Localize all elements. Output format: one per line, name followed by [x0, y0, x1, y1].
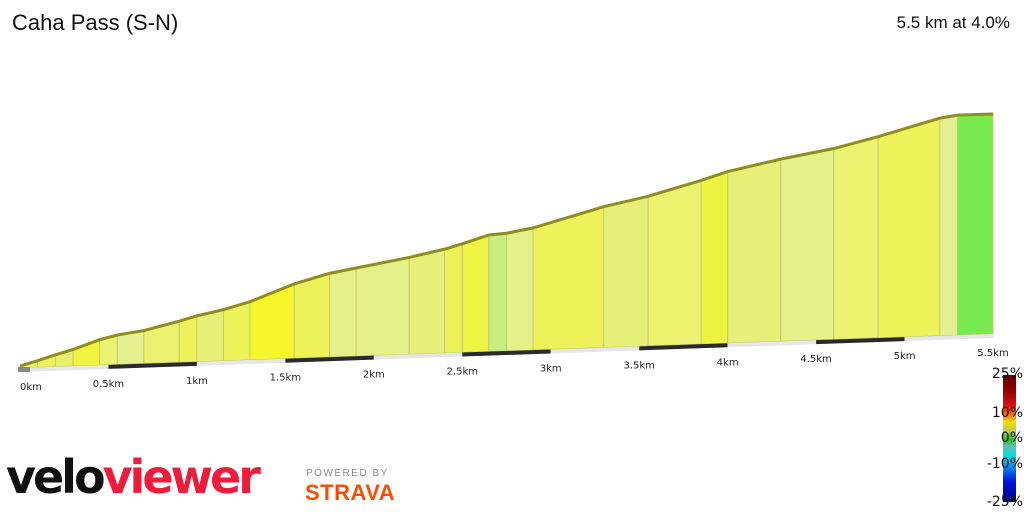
gradient-segment — [647, 179, 702, 347]
gradient-segment — [143, 320, 180, 365]
distance-band — [108, 361, 197, 369]
legend-label-neg10: -10% — [986, 456, 1023, 472]
distance-tick-label: 4.5km — [800, 354, 831, 365]
gradient-segments — [19, 113, 994, 369]
distance-band — [816, 337, 905, 345]
distance-band — [20, 364, 109, 372]
distance-band — [285, 355, 374, 363]
distance-tick-label: 1.5km — [270, 373, 301, 384]
distance-tick-label: 2km — [363, 370, 385, 381]
veloviewer-logo[interactable]: veloviewer — [6, 450, 261, 504]
gradient-segment — [408, 248, 446, 355]
logo-viewer: viewer — [102, 450, 261, 504]
gradient-segment — [780, 147, 835, 342]
distance-band — [550, 346, 640, 354]
legend-label-min: -25% — [986, 494, 1023, 510]
distance-tick-label: 0km — [20, 382, 42, 393]
distance-tick-label: 1km — [186, 376, 208, 387]
gradient-segment — [603, 195, 649, 349]
distance-band — [462, 349, 551, 357]
distance-tick-label: 5km — [894, 351, 916, 362]
gradient-segment — [939, 114, 959, 337]
gradient-segment — [355, 256, 410, 357]
legend-label-max: 25% — [991, 366, 1023, 382]
gradient-segment — [461, 234, 490, 354]
logo-velo: velo — [6, 450, 106, 504]
gradient-segment — [196, 309, 224, 363]
strava-logo[interactable]: STRAVA — [305, 480, 396, 505]
climb-summary: 5.5 km at 4.0% — [896, 13, 1010, 32]
gradient-segment — [957, 113, 994, 336]
gradient-segment — [293, 272, 331, 359]
distance-band — [196, 358, 286, 366]
gradient-color-scale — [1003, 375, 1016, 502]
distance-tick-label: 3.5km — [623, 360, 654, 371]
legend-label-0: 0% — [1000, 430, 1023, 446]
gradient-segment — [488, 232, 507, 353]
gradient-segment — [249, 283, 295, 361]
gradient-segment — [506, 227, 534, 352]
distance-tick-labels: 0km 0.5km 1km 1.5km 2km 2.5km 3km 3.5km 4km 4.5km… — [20, 348, 1009, 393]
gradient-segment — [222, 300, 251, 362]
gradient-segment — [700, 170, 729, 345]
distance-axis — [18, 334, 993, 372]
distance-band — [639, 343, 728, 351]
gradient-segment — [444, 243, 463, 354]
distance-tick-label: 2.5km — [447, 367, 478, 378]
legend-label-10: 10% — [991, 405, 1023, 421]
gradient-segment — [178, 315, 198, 363]
distance-band — [373, 352, 463, 360]
gradient-segment — [329, 267, 357, 358]
page-title: Caha Pass (S-N) — [12, 10, 179, 35]
profile-top-edge — [19, 112, 994, 368]
distance-band — [727, 340, 817, 348]
distance-tick-label: 3km — [540, 363, 562, 374]
distance-band — [904, 334, 993, 342]
gradient-segment — [833, 136, 879, 341]
distance-tick-label: 5.5km — [977, 348, 1008, 359]
gradient-segment — [877, 117, 941, 339]
gradient-segment — [727, 158, 782, 344]
distance-tick-label: 4km — [717, 357, 739, 368]
gradient-segment — [532, 205, 605, 351]
powered-by-label: POWERED BY — [306, 468, 389, 479]
distance-tick-label: 0.5km — [93, 379, 124, 390]
